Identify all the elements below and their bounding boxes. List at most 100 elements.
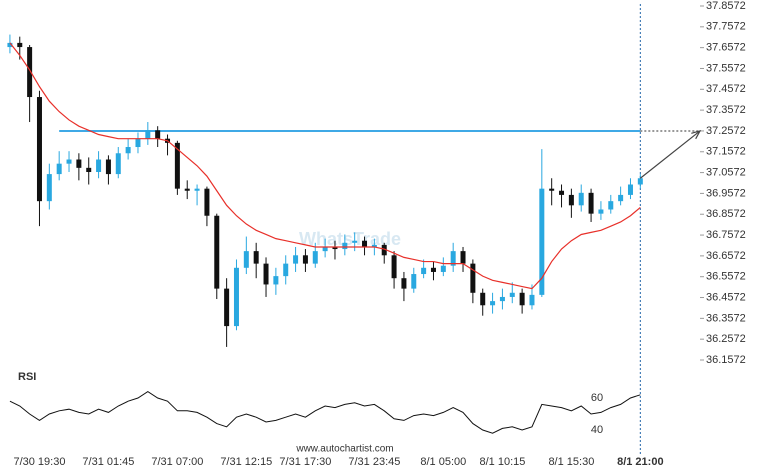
y-tick-label: 60 (591, 392, 603, 404)
rsi-line (9, 391, 641, 434)
candle-body (184, 188, 190, 191)
candle-body (332, 246, 338, 250)
y-tick-label: 36.9572 (706, 187, 746, 199)
y-tick-label: 40 (591, 424, 603, 436)
y-tick-label: 36.4572 (706, 291, 746, 303)
watermark: WhatsTrade (299, 229, 401, 249)
candle-body (46, 174, 52, 202)
candle-body (568, 194, 574, 206)
candle-body (618, 194, 624, 202)
candle-body (263, 263, 269, 285)
x-tick-label: 7/31 17:30 (279, 456, 331, 468)
y-tick-label: 37.7572 (706, 21, 746, 33)
candle-body (27, 47, 33, 98)
candle-body (283, 263, 289, 277)
y-tick-label: 36.6572 (706, 250, 746, 262)
x-tick-label: 8/1 15:30 (548, 456, 594, 468)
candle-body (627, 184, 633, 195)
candle-body (273, 276, 279, 285)
y-tick-label: 37.3572 (706, 104, 746, 116)
candle-body (56, 163, 62, 175)
candle-body (411, 274, 417, 289)
candle-body (480, 292, 486, 306)
forecast-arrow (639, 130, 701, 179)
candle-body (302, 255, 308, 264)
y-tick-label: 36.1572 (706, 354, 746, 366)
candle-body (145, 130, 151, 139)
y-tick-label: 36.3572 (706, 312, 746, 324)
candle-body (450, 251, 456, 266)
candle-body (17, 42, 23, 48)
candle-body (401, 278, 407, 289)
candle-body (312, 251, 318, 264)
y-tick-label: 37.1572 (706, 146, 746, 158)
candle-body (608, 201, 614, 210)
x-tick-label: 7/30 19:30 (13, 456, 65, 468)
candle-body (7, 42, 13, 48)
candle-body (362, 240, 368, 247)
candle-body (421, 267, 427, 275)
candle-body (578, 192, 584, 206)
candle-body (204, 188, 210, 216)
candle-body (499, 296, 505, 302)
candle-body (66, 159, 72, 164)
candle-body (549, 188, 555, 191)
x-tick-label: 7/31 23:45 (348, 456, 400, 468)
candle-body (105, 159, 111, 175)
candle-body (194, 188, 200, 191)
y-tick-label: 37.0572 (706, 166, 746, 178)
candle-body (470, 263, 476, 293)
candle-body (342, 242, 348, 250)
candle-body (539, 188, 545, 295)
candle-body (440, 265, 446, 272)
candle-body (76, 159, 82, 168)
candle-body (391, 255, 397, 279)
x-tick-label: 7/31 12:15 (220, 456, 272, 468)
y-tick-label: 36.5572 (706, 271, 746, 283)
candle-body (430, 267, 436, 272)
y-tick-label: 37.8572 (706, 0, 746, 12)
candle-body (460, 251, 466, 264)
candle-body (253, 251, 259, 264)
candle-body (637, 178, 643, 185)
candle-body (293, 255, 299, 264)
y-tick-label: 36.2572 (706, 333, 746, 345)
candle-body (519, 292, 525, 306)
x-tick-label: 8/1 21:00 (617, 456, 663, 468)
candle-body (490, 301, 496, 306)
candle-body (588, 192, 594, 214)
candle-body (509, 292, 515, 297)
candle-body (86, 167, 92, 173)
y-tick-label: 36.7572 (706, 229, 746, 241)
candle-body (322, 246, 328, 252)
arrow-head (691, 129, 702, 140)
x-tick-label: 7/31 01:45 (82, 456, 134, 468)
candle-body (125, 147, 131, 154)
source: www.autochartist.com (295, 444, 393, 455)
candle-body (214, 215, 220, 289)
moving-average (9, 42, 641, 290)
x-tick-label: 8/1 05:00 (420, 456, 466, 468)
y-tick-label: 37.4572 (706, 83, 746, 95)
candle-body (559, 190, 565, 195)
candle-body (36, 97, 42, 202)
y-tick-label: 37.5572 (706, 62, 746, 74)
candle-body (155, 130, 161, 139)
x-tick-label: 8/1 10:15 (479, 456, 525, 468)
y-tick-label: 37.6572 (706, 42, 746, 54)
panel-title: RSI (18, 371, 36, 383)
candle-body (371, 244, 377, 247)
y-tick-label: 36.8572 (706, 208, 746, 220)
candle-body (243, 251, 249, 268)
candle-body (381, 244, 387, 256)
candle-body (135, 138, 141, 148)
x-tick-label: 7/31 07:00 (151, 456, 203, 468)
candle-body (598, 209, 604, 214)
candle-body (529, 294, 535, 306)
candle-body (352, 240, 358, 243)
candle-body (96, 159, 102, 173)
candle-body (233, 267, 239, 327)
candle-body (224, 288, 230, 327)
candle-body (174, 142, 180, 189)
